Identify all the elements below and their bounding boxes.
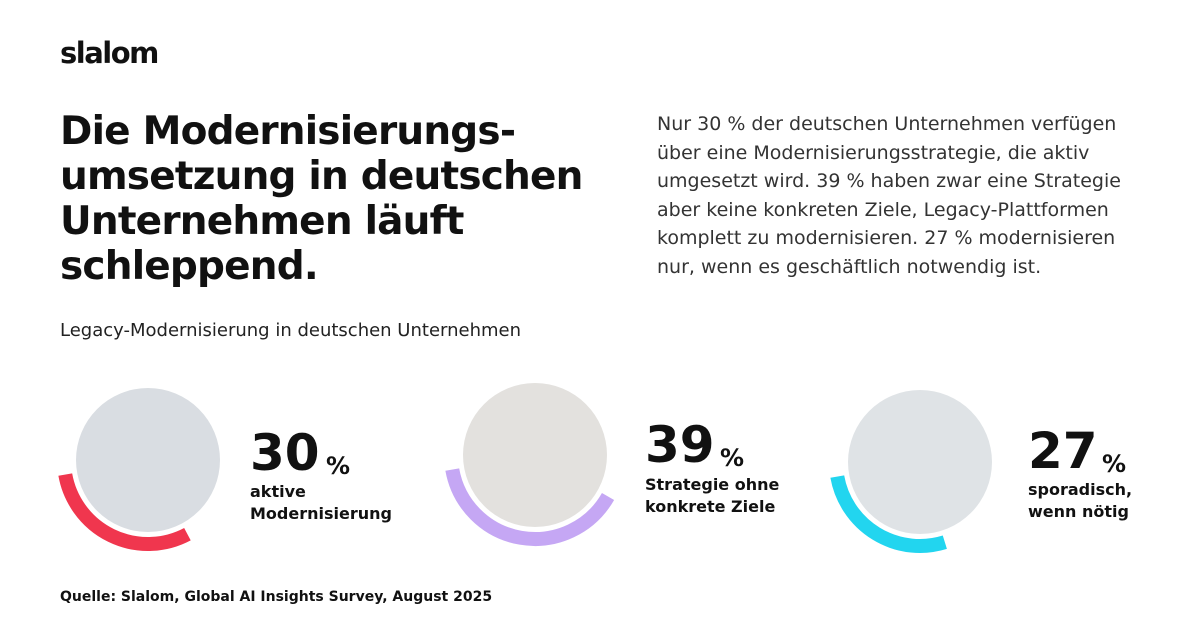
stat-label: aktive — [250, 482, 306, 501]
stat-label: konkrete Ziele — [645, 497, 776, 516]
headline-line: schleppend. — [60, 244, 319, 289]
stat-value: 27 — [1028, 422, 1098, 480]
intro-line: aber keine konkreten Ziele, Legacy-Platt… — [657, 198, 1109, 221]
source: Quelle: Slalom, Global AI Insights Surve… — [60, 589, 493, 605]
photo-circle — [76, 388, 220, 532]
stat-label: Strategie ohne — [645, 475, 780, 494]
stat-label: Modernisierung — [250, 504, 392, 523]
intro-line: nur, wenn es geschäftlich notwendig ist. — [657, 255, 1042, 278]
intro-line: Nur 30 % der deutschen Unternehmen verfü… — [657, 113, 1117, 135]
share-arc — [58, 473, 191, 551]
photo-circle — [848, 390, 992, 534]
intro-line: umgesetzt wird. 39 % haben zwar eine Str… — [657, 170, 1121, 192]
share-arc — [445, 468, 615, 546]
stat-unit: % — [720, 444, 745, 472]
intro-line: über eine Modernisierungsstrategie, die … — [657, 141, 1090, 164]
subtitle: Legacy-Modernisierung in deutschen Unter… — [60, 320, 522, 341]
stat-unit: % — [326, 452, 351, 480]
intro-line: komplett zu modernisieren. 27 % modernis… — [657, 227, 1116, 249]
share-arc — [830, 475, 947, 553]
headline-line: Die Modernisierungs- — [60, 109, 516, 154]
headline-line: Unternehmen läuft — [60, 199, 464, 244]
logo: slalom — [60, 36, 159, 70]
stat-label: wenn nötig — [1028, 502, 1129, 521]
stat-value: 39 — [645, 416, 715, 474]
stat-label: sporadisch, — [1028, 480, 1133, 499]
stat-unit: % — [1102, 450, 1127, 478]
photo-circle — [463, 383, 607, 527]
stat-value: 30 — [250, 424, 320, 482]
headline-line: umsetzung in deutschen — [60, 154, 583, 199]
